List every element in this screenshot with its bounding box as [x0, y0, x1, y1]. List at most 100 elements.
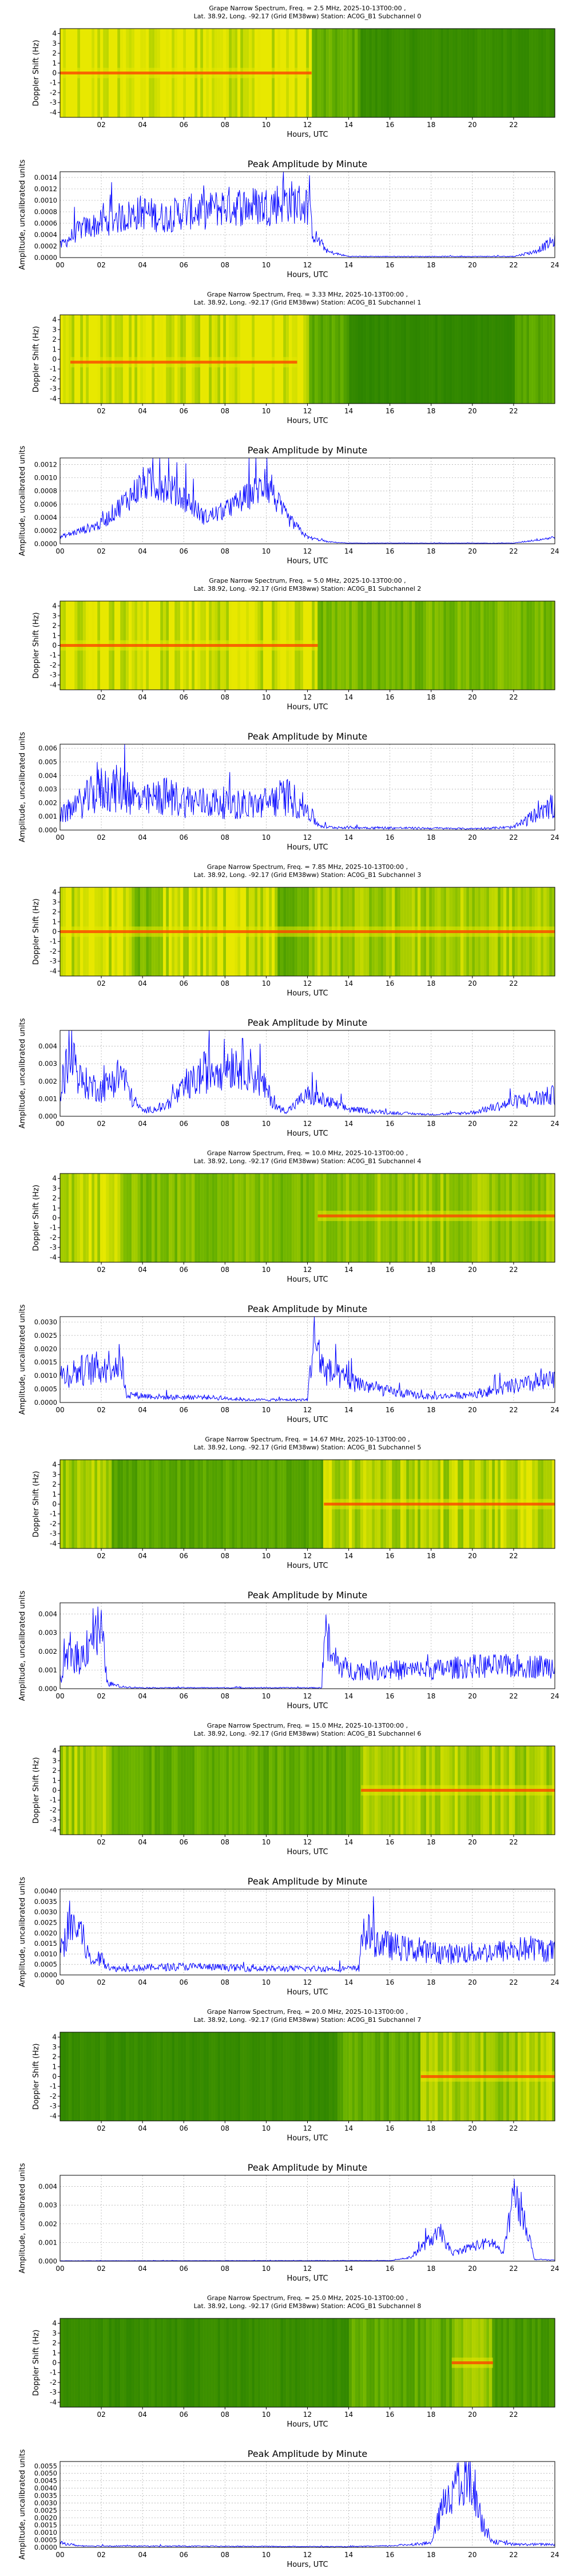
- spectrogram-column: [349, 2032, 352, 2121]
- x-tick-label: 22: [509, 1552, 518, 1560]
- spectrogram-column: [541, 315, 544, 404]
- x-tick-label: 12: [303, 1838, 312, 1846]
- spectrogram-column: [317, 2318, 321, 2407]
- spectrogram-column: [106, 1460, 109, 1548]
- doppler-peak-line: [420, 2075, 555, 2078]
- spectrogram-column: [277, 1174, 281, 1262]
- spectrogram-column: [315, 315, 318, 404]
- spectrogram-column: [106, 2032, 109, 2121]
- y-tick-label: 0: [52, 355, 57, 364]
- spectrogram-column: [289, 2032, 292, 2121]
- spectrogram-column: [72, 2318, 75, 2407]
- spectrogram-column: [380, 315, 384, 404]
- spectrogram-column: [326, 1746, 329, 1835]
- spectrogram-column: [117, 2032, 121, 2121]
- y-tick-label: -3: [50, 957, 57, 965]
- spectrogram-column: [355, 315, 358, 404]
- x-tick-label: 16: [386, 1266, 394, 1274]
- spectrogram-column: [400, 601, 404, 690]
- spectrogram-column: [423, 29, 427, 117]
- spectrogram-column: [152, 1746, 155, 1835]
- spectrogram-column: [346, 2318, 349, 2407]
- spectrogram-column: [403, 601, 407, 690]
- x-tick-label: 04: [138, 407, 147, 415]
- spectrogram-column: [535, 2318, 538, 2407]
- spectrogram-column: [280, 1174, 284, 1262]
- spectrogram-column: [66, 1174, 69, 1262]
- spectrogram-column: [515, 601, 518, 690]
- x-tick-label: 22: [509, 2265, 518, 2273]
- y-axis-label: Doppler Shift (Hz): [32, 40, 41, 106]
- spectrogram-column: [449, 315, 452, 404]
- spectrogram-column: [137, 2032, 141, 2121]
- x-tick-label: 08: [221, 261, 229, 269]
- x-tick-label: 16: [386, 547, 394, 555]
- spectrogram-column: [209, 1174, 212, 1262]
- spectrogram-column: [197, 2032, 201, 2121]
- spectrogram-column: [458, 315, 461, 404]
- spectrogram-column: [177, 1746, 181, 1835]
- spectrogram-column: [177, 1460, 181, 1548]
- spectrogram-column: [237, 1174, 241, 1262]
- spectrogram-column: [463, 315, 467, 404]
- spectrogram-column: [209, 1460, 212, 1548]
- spectrogram-column: [246, 1174, 249, 1262]
- spectrogram-column: [189, 2032, 192, 2121]
- spectrogram-column: [257, 1174, 261, 1262]
- spectrogram-column: [123, 1460, 126, 1548]
- x-axis-label: Hours, UTC: [287, 1275, 328, 1284]
- spectrogram-column: [117, 1746, 121, 1835]
- x-tick-label: 18: [427, 1838, 435, 1846]
- spectrogram-column: [309, 1174, 312, 1262]
- spectrogram-column: [100, 2318, 104, 2407]
- spectrogram-column: [86, 1746, 89, 1835]
- spectrogram-column: [475, 29, 478, 117]
- spectrogram-column: [120, 2032, 124, 2121]
- y-tick-label: -4: [50, 2112, 57, 2120]
- amplitude-series-line: [59, 1316, 555, 1402]
- spectrogram-column: [483, 29, 487, 117]
- spectrogram-column: [123, 1746, 126, 1835]
- plot-frame: [59, 1316, 555, 1403]
- spectrogram-column: [246, 2318, 249, 2407]
- spectrogram-column: [300, 2032, 304, 2121]
- spectrogram-column: [257, 2032, 261, 2121]
- spectrogram-column: [432, 29, 435, 117]
- spectrogram-column: [392, 315, 395, 404]
- spectrogram-column: [532, 601, 535, 690]
- x-tick-label: 06: [180, 979, 188, 987]
- spectrogram-column: [194, 2318, 198, 2407]
- spectrogram-column: [515, 2318, 518, 2407]
- y-tick-label: -4: [50, 1253, 57, 1261]
- spectrogram-column: [320, 2032, 324, 2121]
- y-axis-label: Doppler Shift (Hz): [32, 326, 41, 393]
- spectrogram-column: [152, 1174, 155, 1262]
- spectrogram-column: [295, 1746, 298, 1835]
- y-tick-label: 4: [52, 1747, 57, 1755]
- spectrogram-column: [426, 601, 430, 690]
- spectrogram-column: [132, 1460, 135, 1548]
- spectrogram-column: [223, 2032, 227, 2121]
- spectrogram-column: [77, 2032, 81, 2121]
- y-tick-label: 0.0045: [34, 2477, 57, 2485]
- spectrogram-column: [197, 1746, 201, 1835]
- spectrogram-column: [469, 315, 472, 404]
- spectrogram-column: [478, 29, 481, 117]
- spectrogram-column: [409, 601, 412, 690]
- plot-frame: [59, 1602, 555, 1689]
- spectrogram-column: [406, 315, 410, 404]
- y-tick-label: 0.0055: [34, 2462, 57, 2470]
- x-axis-label: Hours, UTC: [287, 1562, 328, 1570]
- spectrogram-column: [220, 1746, 224, 1835]
- spectrogram-column: [160, 1460, 164, 1548]
- y-axis-label: Doppler Shift (Hz): [32, 1471, 41, 1538]
- spectrogram-column: [418, 2318, 421, 2407]
- spectrogram-column: [389, 601, 392, 690]
- spectrogram-column: [460, 29, 464, 117]
- spectrogram-column: [103, 1174, 106, 1262]
- spectrogram-column: [252, 1460, 255, 1548]
- y-tick-label: 1: [52, 59, 57, 67]
- spectrogram-column: [232, 1460, 235, 1548]
- spectrogram-column: [114, 1174, 118, 1262]
- spectrogram-column: [543, 2318, 547, 2407]
